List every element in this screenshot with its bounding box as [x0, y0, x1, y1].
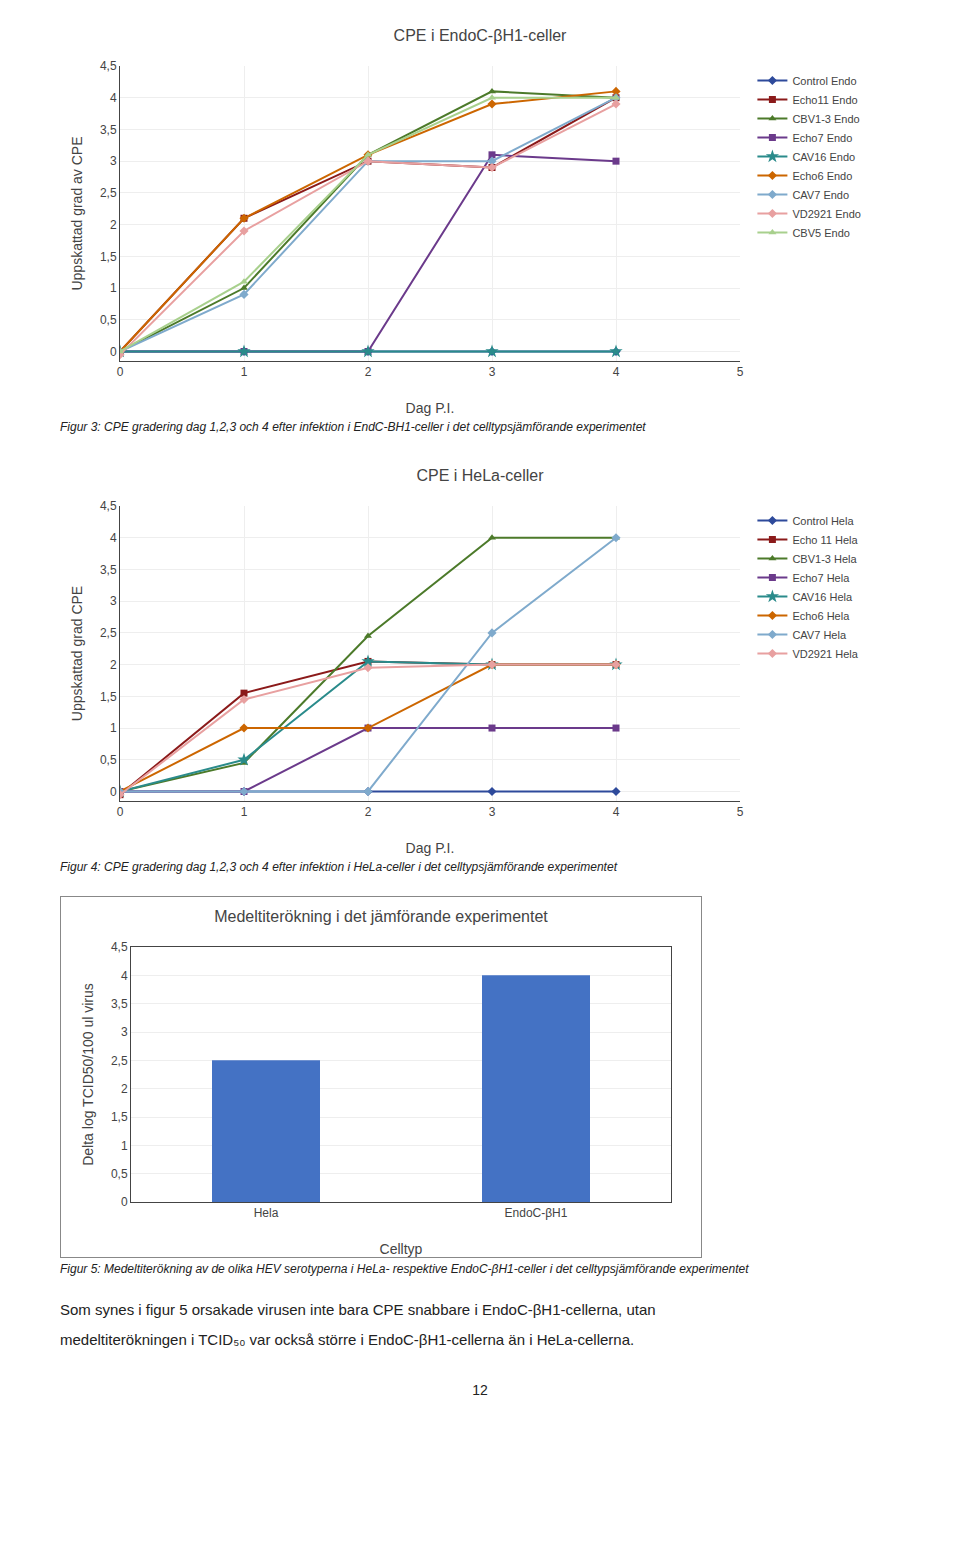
svg-text:CBV5 Endo: CBV5 Endo: [792, 227, 849, 239]
svg-text:1,5: 1,5: [100, 690, 117, 704]
svg-text:4: 4: [613, 365, 620, 379]
svg-text:Dag P.I.: Dag P.I.: [406, 840, 455, 856]
svg-text:4: 4: [110, 531, 117, 545]
svg-text:1: 1: [110, 281, 117, 295]
svg-text:0,5: 0,5: [100, 313, 117, 327]
svg-text:Echo6 Endo: Echo6 Endo: [792, 170, 852, 182]
svg-text:2,5: 2,5: [111, 1054, 128, 1068]
svg-text:4: 4: [613, 805, 620, 819]
svg-text:CAV7 Endo: CAV7 Endo: [792, 189, 849, 201]
svg-text:3: 3: [121, 1025, 128, 1039]
svg-text:1,5: 1,5: [111, 1110, 128, 1124]
svg-text:CBV1-3 Endo: CBV1-3 Endo: [792, 113, 859, 125]
svg-text:5: 5: [737, 805, 744, 819]
svg-text:0: 0: [121, 1195, 128, 1209]
svg-text:1,5: 1,5: [100, 250, 117, 264]
svg-text:Celltyp: Celltyp: [380, 1241, 423, 1257]
svg-text:CPE i EndoC-βH1-celler: CPE i EndoC-βH1-celler: [394, 27, 567, 44]
svg-text:0,5: 0,5: [100, 753, 117, 767]
html-text:Figur 4: CPE gradering dag 1,2: Figur 4: CPE gradering dag 1,2,3 och 4 e…: [60, 860, 617, 874]
svg-text:Dag P.I.: Dag P.I.: [406, 400, 455, 416]
svg-text:2: 2: [110, 218, 117, 232]
svg-text:CPE i HeLa-celler: CPE i HeLa-celler: [416, 467, 544, 484]
svg-text:Echo6 Hela: Echo6 Hela: [792, 610, 850, 622]
svg-text:1: 1: [241, 805, 248, 819]
svg-text:1: 1: [110, 721, 117, 735]
svg-text:2: 2: [365, 805, 372, 819]
svg-text:EndoC-βH1: EndoC-βH1: [505, 1206, 568, 1220]
svg-text:4,5: 4,5: [100, 499, 117, 513]
html-text:medeltiterökningen i TCID₅₀ va: medeltiterökningen i TCID₅₀ var också st…: [60, 1331, 635, 1348]
svg-text:CBV1-3 Hela: CBV1-3 Hela: [792, 553, 857, 565]
svg-text:3: 3: [489, 365, 496, 379]
svg-text:3,5: 3,5: [111, 997, 128, 1011]
svg-text:0: 0: [117, 805, 124, 819]
svg-text:Control Hela: Control Hela: [792, 515, 854, 527]
svg-text:0: 0: [110, 785, 117, 799]
html-text:Figur 3: CPE gradering dag 1,2: Figur 3: CPE gradering dag 1,2,3 och 4 e…: [60, 420, 646, 434]
svg-text:CAV16 Endo: CAV16 Endo: [792, 151, 855, 163]
svg-text:3: 3: [489, 805, 496, 819]
svg-text:2: 2: [110, 658, 117, 672]
svg-text:3: 3: [110, 594, 117, 608]
html-text:12: 12: [472, 1382, 488, 1398]
svg-text:Control Endo: Control Endo: [792, 75, 856, 87]
svg-text:Medeltiterökning i det jämföra: Medeltiterökning i det jämförande experi…: [214, 908, 548, 925]
svg-text:2: 2: [365, 365, 372, 379]
svg-text:0: 0: [117, 365, 124, 379]
svg-text:2,5: 2,5: [100, 186, 117, 200]
svg-text:3: 3: [110, 154, 117, 168]
html-text:Som synes i figur 5 orsakade v: Som synes i figur 5 orsakade virusen int…: [60, 1301, 656, 1318]
svg-text:3,5: 3,5: [100, 123, 117, 137]
svg-text:Echo11 Endo: Echo11 Endo: [792, 94, 857, 106]
svg-text:Delta log TCID50/100 ul virus: Delta log TCID50/100 ul virus: [80, 983, 96, 1166]
svg-text:VD2921 Endo: VD2921 Endo: [792, 208, 861, 220]
svg-text:VD2921 Hela: VD2921 Hela: [792, 648, 858, 660]
svg-text:Uppskattad grad CPE: Uppskattad grad CPE: [69, 586, 85, 721]
html-text:Figur 5: Medeltiterökning av d: Figur 5: Medeltiterökning av de olika HE…: [60, 1262, 749, 1276]
svg-text:1: 1: [241, 365, 248, 379]
svg-text:2: 2: [121, 1082, 128, 1096]
svg-text:Echo7 Hela: Echo7 Hela: [792, 572, 850, 584]
svg-text:0: 0: [110, 345, 117, 359]
svg-text:4,5: 4,5: [100, 59, 117, 73]
svg-text:5: 5: [737, 365, 744, 379]
svg-text:4,5: 4,5: [111, 940, 128, 954]
svg-text:4: 4: [121, 969, 128, 983]
svg-text:1: 1: [121, 1139, 128, 1153]
svg-text:CAV16 Hela: CAV16 Hela: [792, 591, 853, 603]
svg-text:Hela: Hela: [254, 1206, 279, 1220]
svg-text:Echo 11 Hela: Echo 11 Hela: [792, 534, 858, 546]
svg-text:3,5: 3,5: [100, 563, 117, 577]
svg-text:0,5: 0,5: [111, 1167, 128, 1181]
svg-text:Uppskattad grad av CPE: Uppskattad grad av CPE: [69, 136, 85, 290]
svg-text:CAV7 Hela: CAV7 Hela: [792, 629, 846, 641]
svg-text:4: 4: [110, 91, 117, 105]
svg-text:Echo7 Endo: Echo7 Endo: [792, 132, 852, 144]
svg-text:2,5: 2,5: [100, 626, 117, 640]
